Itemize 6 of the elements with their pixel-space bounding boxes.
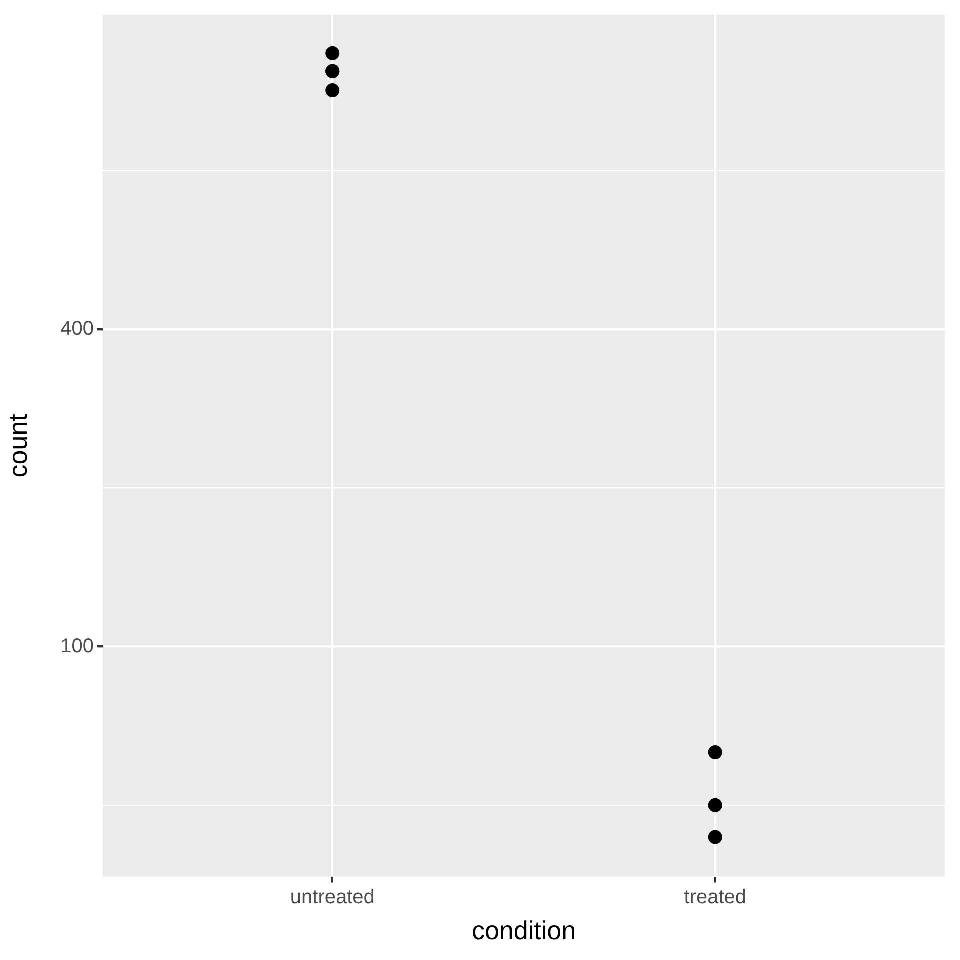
y-tick-label: 400 — [60, 318, 94, 340]
y-tick-label: 100 — [60, 635, 94, 658]
x-tick-label: untreated — [290, 886, 375, 908]
x-tick-label: treated — [684, 886, 746, 908]
y-axis-title: count — [2, 413, 33, 478]
x-axis-title: condition — [472, 916, 576, 946]
